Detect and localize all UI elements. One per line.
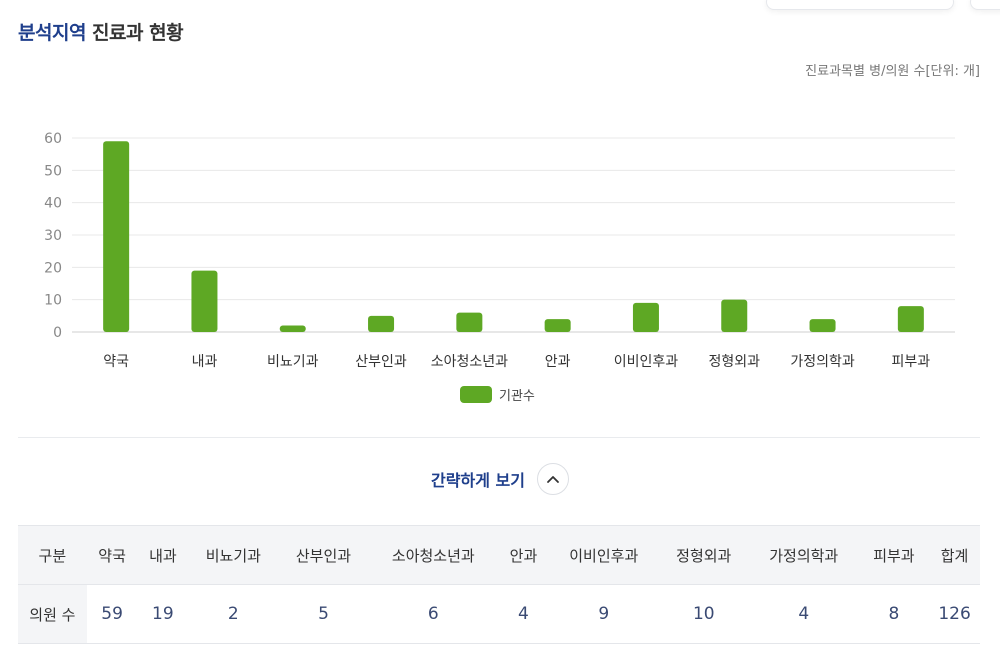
- bar: [368, 315, 395, 332]
- bar: [279, 325, 306, 332]
- table-cell: 19: [137, 584, 189, 644]
- x-tick-label: 약국: [103, 354, 129, 370]
- table-cell: 8: [858, 584, 930, 644]
- x-tick-label: 산부인과: [355, 354, 407, 370]
- y-tick-label: 30: [44, 228, 62, 244]
- table-cell: 4: [498, 584, 549, 644]
- table-header-cell: 합계: [929, 525, 980, 585]
- bar: [721, 299, 748, 332]
- bar: [897, 306, 924, 332]
- table-row: 의원 수 59 19 2 5 6 4 9 10 4 8 126: [18, 584, 980, 644]
- x-tick-label: 내과: [192, 354, 218, 370]
- chart-legend[interactable]: 기관수: [460, 385, 535, 404]
- row-label: 의원 수: [18, 584, 87, 644]
- bar: [191, 270, 218, 332]
- bar: [632, 302, 659, 332]
- table-header-cell: 산부인과: [278, 525, 369, 585]
- table-header-cell: 내과: [137, 525, 189, 585]
- y-tick-label: 20: [44, 260, 62, 276]
- bar: [544, 319, 571, 332]
- x-tick-label: 피부과: [892, 354, 931, 370]
- x-tick-label: 정형외과: [708, 354, 760, 370]
- table-header-cell: 가정의학과: [748, 525, 859, 585]
- y-tick-label: 40: [44, 196, 62, 212]
- divider: [18, 437, 980, 438]
- x-tick-label: 소아청소년과: [431, 354, 508, 370]
- y-tick-label: 10: [44, 293, 62, 309]
- x-tick-label: 비뇨기과: [267, 354, 319, 370]
- table-header-cell: 소아청소년과: [368, 525, 499, 585]
- bar-chart: 0 10 20 30 40 50 60 약국 내과 비뇨기과 산부인과 소아청소년과 안과 이비인후과 정형…: [44, 131, 955, 370]
- title-text: 진료과 현황: [92, 22, 184, 44]
- table-header-cell: 이비인후과: [548, 525, 659, 585]
- x-tick-label: 안과: [545, 354, 571, 370]
- table-header-cell: 정형외과: [658, 525, 749, 585]
- y-tick-label: 60: [44, 131, 62, 147]
- legend-label: 기관수: [499, 389, 535, 404]
- title-region: 분석지역: [18, 22, 86, 44]
- table-header-cell: 안과: [498, 525, 549, 585]
- top-tab-stub: [970, 0, 1000, 10]
- collapse-toggle-label: 간략하게 보기: [431, 471, 525, 490]
- table-cell: 9: [548, 584, 659, 644]
- table-cell: 10: [658, 584, 749, 644]
- unit-note: 진료과목별 병/의원 수[단위: 개]: [805, 64, 980, 79]
- table-header-cell: 구분: [18, 525, 87, 585]
- legend-swatch: [460, 386, 492, 403]
- x-tick-label: 이비인후과: [614, 354, 679, 370]
- table-cell: 126: [929, 584, 980, 644]
- chevron-up-icon[interactable]: [536, 463, 569, 495]
- table-cell: 5: [278, 584, 369, 644]
- bar: [456, 312, 483, 332]
- summary-table: 구분 약국 내과 비뇨기과 산부인과 소아청소년과 안과 이비인후과 정형외과 가정의학과 피부과 합…: [18, 525, 980, 644]
- table-cell: 59: [86, 584, 138, 644]
- table-cell: 6: [368, 584, 499, 644]
- table-cell: 2: [188, 584, 279, 644]
- bar: [103, 141, 130, 332]
- bar: [809, 319, 836, 332]
- table-header-cell: 피부과: [858, 525, 930, 585]
- collapse-toggle-button[interactable]: 간략하게 보기: [0, 463, 1000, 495]
- y-tick-label: 0: [53, 325, 62, 341]
- y-tick-label: 50: [44, 163, 62, 179]
- x-tick-label: 가정의학과: [790, 354, 855, 370]
- table-header-cell: 비뇨기과: [188, 525, 279, 585]
- table-header-row: 구분 약국 내과 비뇨기과 산부인과 소아청소년과 안과 이비인후과 정형외과 가정의학과 피부과 합…: [18, 525, 980, 585]
- table-header-cell: 약국: [86, 525, 138, 585]
- top-tab-stub: [766, 0, 954, 10]
- table-cell: 4: [748, 584, 859, 644]
- section-title: 분석지역 진료과 현황: [18, 18, 184, 45]
